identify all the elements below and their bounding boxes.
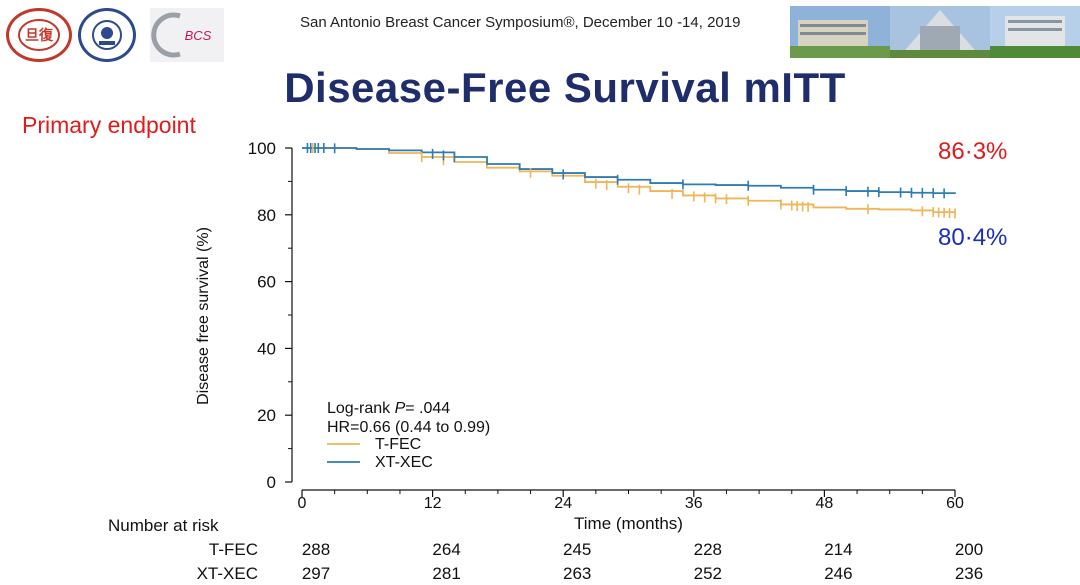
risk-count: 236 <box>954 564 984 583</box>
chart-censor-marks <box>306 143 956 219</box>
chart-axes: 0 20 40 60 80 100 Disease free survival (%) 0 12… <box>195 139 964 533</box>
legend-label-xtxec: XT-XEC <box>375 454 433 471</box>
risk-row-label: T-FEC <box>208 540 258 559</box>
bcs-logo-graphic: BCS <box>151 12 212 58</box>
risk-count: 252 <box>693 564 722 583</box>
y-tick-label: 0 <box>267 473 276 492</box>
hospital-building-photos <box>790 6 1080 58</box>
logrank-annotation: Log-rank P= .044 <box>327 400 450 417</box>
fudan-seal-graphic: 旦復 <box>18 19 60 51</box>
bcs-logo: BCS <box>150 8 224 62</box>
x-tick-label: 24 <box>554 495 572 512</box>
building-photos-graphic <box>790 6 1080 58</box>
risk-count: 264 <box>432 540 461 559</box>
survival-curve-tfec <box>302 147 956 214</box>
y-tick-label: 100 <box>248 139 276 158</box>
x-tick-label: 12 <box>424 495 442 512</box>
y-tick-label: 80 <box>257 206 276 225</box>
y-tick-label: 20 <box>257 406 276 425</box>
x-tick-label: 48 <box>816 495 834 512</box>
risk-count: 228 <box>693 540 722 559</box>
risk-row-label: XT-XEC <box>196 564 258 583</box>
risk-count: 246 <box>824 564 853 583</box>
risk-count: 200 <box>954 540 984 559</box>
conference-banner: San Antonio Breast Cancer Symposium®, De… <box>300 14 741 31</box>
chart-legend: Log-rank P= .044 HR=0.66 (0.44 to 0.99)T-… <box>327 400 490 471</box>
y-tick-label: 60 <box>257 273 276 292</box>
x-tick-label: 0 <box>298 495 307 512</box>
x-tick-label: 36 <box>685 495 703 512</box>
risk-count: 288 <box>301 540 331 559</box>
hazard-ratio-annotation: HR=0.66 (0.44 to 0.99) <box>327 419 490 436</box>
xtxec-rate-label: 86·3% <box>938 138 1008 165</box>
risk-count: 297 <box>301 564 331 583</box>
y-tick-label: 40 <box>257 339 276 358</box>
x-axis-label: Time (months) <box>574 514 683 533</box>
risk-count: 281 <box>432 564 461 583</box>
cancer-center-seal-graphic <box>92 20 122 50</box>
risk-count: 214 <box>824 540 853 559</box>
fudan-university-logo: 旦復 <box>6 8 72 62</box>
x-tick-label: 60 <box>946 495 964 512</box>
p-symbol: P <box>395 400 406 417</box>
y-axis-label: Disease free survival (%) <box>195 227 212 405</box>
risk-table-title: Number at risk <box>108 516 219 535</box>
bcs-logo-text: BCS <box>185 28 212 43</box>
p-value: = .044 <box>405 400 450 417</box>
slide-title: Disease-Free Survival mITT <box>284 64 846 111</box>
risk-count: 263 <box>563 564 592 583</box>
logrank-prefix: Log-rank <box>327 400 395 417</box>
fudan-seal-text: 旦復 <box>25 27 54 43</box>
primary-endpoint-label: Primary endpoint <box>22 112 196 138</box>
legend-label-tfec: T-FEC <box>375 436 421 453</box>
cancer-center-logo <box>78 8 136 62</box>
risk-count: 245 <box>563 540 592 559</box>
tfec-rate-label: 80·4% <box>938 224 1008 251</box>
chart-curves <box>302 147 956 214</box>
